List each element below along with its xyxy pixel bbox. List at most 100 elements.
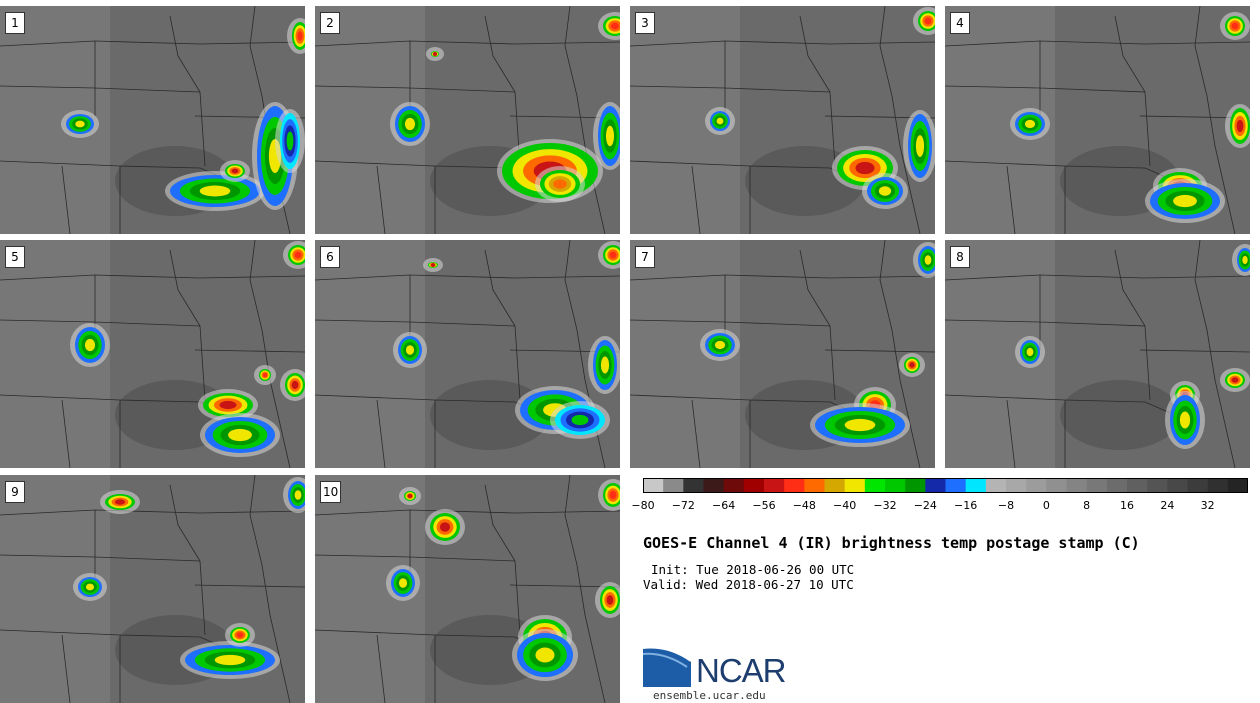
storm-cell <box>386 565 420 601</box>
storm-cell <box>535 166 585 202</box>
colorbar-swatch <box>1066 478 1088 493</box>
colorbar-swatch <box>723 478 745 493</box>
storm-cell <box>598 479 620 511</box>
panel-4: 4 <box>945 6 1250 234</box>
panel-number: 5 <box>5 246 25 268</box>
storm-cell <box>399 487 421 505</box>
state-borders <box>315 6 620 234</box>
storm-cell <box>903 110 935 182</box>
colorbar-swatch <box>1167 478 1188 493</box>
valid-time: Valid: Wed 2018-06-27 10 UTC <box>643 577 854 592</box>
ir-map <box>315 240 620 468</box>
storm-cell <box>283 477 305 513</box>
colorbar-swatch <box>985 478 1007 493</box>
panel-number: 8 <box>950 246 970 268</box>
storm-cell <box>423 258 443 272</box>
ir-map <box>0 240 305 468</box>
colorbar-tick-label: 8 <box>1083 499 1091 512</box>
storm-cell <box>280 369 305 401</box>
colorbar-swatch <box>1106 478 1128 493</box>
panel-number: 9 <box>5 481 25 503</box>
storm-cell <box>287 18 305 54</box>
figure-title: GOES-E Channel 4 (IR) brightness temp po… <box>643 534 1140 552</box>
storm-cell <box>550 401 610 439</box>
colorbar-swatch <box>784 478 805 493</box>
ir-map <box>0 6 305 234</box>
storm-cell <box>425 509 465 545</box>
colorbar-tick-label: −24 <box>913 499 937 512</box>
storm-cell <box>390 102 430 146</box>
colorbar-swatch <box>683 478 704 493</box>
colorbar-swatch <box>824 478 846 493</box>
panel-number: 6 <box>320 246 340 268</box>
storm-cell <box>1220 12 1250 40</box>
colorbar-swatch <box>1187 478 1209 493</box>
colorbar-swatch <box>945 478 967 493</box>
storm-cell <box>899 353 925 377</box>
state-borders <box>0 6 305 234</box>
colorbar-swatches <box>643 478 1248 493</box>
colorbar-swatch <box>864 478 886 493</box>
storm-cell <box>100 490 140 514</box>
colorbar-tick-label: −48 <box>792 499 816 512</box>
storm-cell <box>913 242 935 278</box>
panel-3: 3 <box>630 6 935 234</box>
colorbar-swatch <box>804 478 825 493</box>
storm-cell <box>426 47 444 61</box>
panel-6: 6 <box>315 240 620 468</box>
storm-cell <box>598 241 620 269</box>
colorbar-swatch <box>764 478 785 493</box>
colorbar-tick-label: −8 <box>997 499 1015 512</box>
state-borders <box>0 240 305 468</box>
colorbar-tick-label: 0 <box>1042 499 1050 512</box>
state-borders <box>630 6 935 234</box>
colorbar-tick-label: −80 <box>631 499 655 512</box>
storm-cell <box>220 160 250 182</box>
colorbar-swatch <box>1086 478 1108 493</box>
colorbar-swatch <box>663 478 684 493</box>
ir-map <box>630 6 935 234</box>
storm-cell <box>200 413 280 457</box>
colorbar-swatch <box>905 478 926 493</box>
panel-7: 7 <box>630 240 935 468</box>
storm-cell <box>283 241 305 269</box>
storm-cell <box>165 171 265 211</box>
ir-map <box>0 475 305 703</box>
colorbar-swatch <box>965 478 987 493</box>
panel-number: 1 <box>5 12 25 34</box>
storm-cell <box>588 336 620 394</box>
colorbar-tick-label: 16 <box>1120 499 1134 512</box>
storm-cell <box>595 582 620 618</box>
ncar-logo <box>643 646 692 687</box>
colorbar-swatch <box>1147 478 1168 493</box>
panel-number: 2 <box>320 12 340 34</box>
panel-number: 7 <box>635 246 655 268</box>
storm-cell <box>862 173 908 209</box>
panel-9: 9 <box>0 475 305 703</box>
colorbar-swatch <box>703 478 725 493</box>
storm-cell <box>593 102 620 170</box>
state-borders <box>0 475 305 703</box>
storm-cell <box>700 329 740 361</box>
colorbar-swatch <box>743 478 765 493</box>
colorbar-swatch <box>1127 478 1148 493</box>
storm-cell <box>705 107 735 135</box>
storm-cell <box>810 403 910 447</box>
storm-cell <box>198 389 258 421</box>
storm-cell <box>1232 244 1250 276</box>
panel-1: 1 <box>0 6 305 234</box>
panel-10: 10 <box>315 475 620 703</box>
colorbar <box>643 478 1248 493</box>
storm-cell <box>1015 336 1045 368</box>
storm-cell <box>598 12 620 40</box>
storm-cell <box>913 7 935 35</box>
storm-cell <box>180 641 280 679</box>
colorbar-swatch <box>1227 478 1248 493</box>
storm-cell <box>225 623 255 647</box>
storm-cell <box>61 110 99 138</box>
ir-map <box>315 475 620 703</box>
storm-cell <box>70 323 110 367</box>
state-borders <box>945 6 1250 234</box>
state-borders <box>945 240 1250 468</box>
panel-2: 2 <box>315 6 620 234</box>
